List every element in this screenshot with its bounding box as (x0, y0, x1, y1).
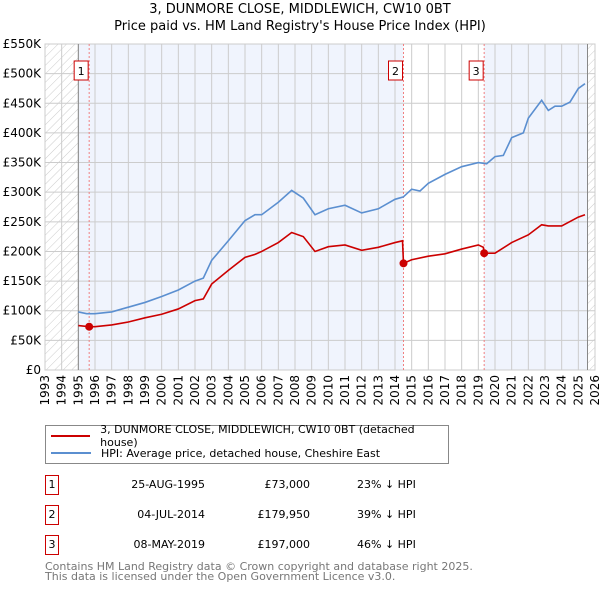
sale-badge: 1 (45, 475, 59, 495)
x-tick-label: 2010 (321, 375, 335, 406)
x-tick-label: 2022 (521, 375, 535, 406)
x-tick-label: 2013 (371, 375, 385, 406)
y-tick-label: £300K (3, 185, 43, 199)
x-tick-label: 1997 (105, 375, 119, 406)
legend-swatch-blue (51, 452, 91, 454)
x-tick-label: 2000 (155, 375, 169, 406)
x-tick-label: 2018 (455, 375, 469, 406)
x-tick-label: 1999 (138, 375, 152, 406)
x-tick-label: 2019 (471, 375, 485, 406)
sale-hpi-diff: 46% ↓ HPI (357, 538, 416, 551)
sale-date: 08-MAY-2019 (133, 538, 205, 551)
x-tick-label: 2014 (388, 375, 402, 406)
hpi-line (78, 83, 586, 315)
sale-row: 2 04-JUL-2014 £179,950 39% ↓ HPI (45, 505, 445, 525)
legend-swatch-red (51, 435, 91, 437)
x-tick-label: 1993 (38, 375, 52, 406)
x-tick-label: 2006 (255, 375, 269, 406)
sale-badge: 3 (45, 535, 59, 555)
sale-date: 04-JUL-2014 (137, 508, 205, 521)
sale-price: £73,000 (264, 478, 311, 491)
sale-price: £179,950 (257, 508, 311, 521)
sale-date: 25-AUG-1995 (131, 478, 205, 491)
x-tick-label: 2002 (188, 375, 202, 406)
sale-hpi-diff: 23% ↓ HPI (357, 478, 416, 491)
x-tick-label: 2001 (171, 375, 185, 406)
y-tick-label: £200K (3, 244, 43, 258)
sale-badge (388, 60, 403, 81)
x-tick-label: 2016 (421, 375, 435, 406)
x-tick-label: 2026 (588, 375, 600, 406)
price-paid-line (78, 213, 586, 328)
x-tick-label: 2003 (205, 375, 219, 406)
sale-hpi-diff: 39% ↓ HPI (357, 508, 416, 521)
sale-point (399, 259, 408, 268)
sale-badge: 2 (45, 505, 59, 525)
legend-item-hpi: HPI: Average price, detached house, Ches… (51, 445, 380, 461)
y-tick-label: £350K (3, 156, 43, 170)
x-tick-label: 2025 (571, 375, 585, 406)
sale-point (85, 322, 94, 331)
y-tick-label: £450K (3, 96, 43, 110)
hatched-region (587, 44, 595, 370)
y-tick-label: £100K (3, 304, 43, 318)
chart-title: 3, DUNMORE CLOSE, MIDDLEWICH, CW10 0BT (149, 2, 451, 17)
legend: 3, DUNMORE CLOSE, MIDDLEWICH, CW10 0BT (… (45, 423, 449, 464)
legend-label: HPI: Average price, detached house, Ches… (101, 446, 381, 460)
footer-licence: This data is licensed under the Open Gov… (45, 570, 396, 583)
plot-border (44, 43, 596, 371)
x-tick-label: 2004 (221, 375, 235, 406)
shaded-band (484, 44, 588, 370)
sale-badge (73, 60, 89, 81)
y-tick-label: £250K (3, 215, 43, 229)
y-tick-label: £500K (3, 67, 43, 81)
x-tick-label: 2020 (488, 375, 502, 406)
footer-copyright: Contains HM Land Registry data © Crown c… (45, 560, 473, 573)
y-tick-label: £150K (3, 274, 43, 288)
x-tick-label: 2011 (338, 375, 352, 406)
x-tick-label: 2007 (271, 375, 285, 406)
sale-badge-label: 2 (392, 65, 399, 78)
shaded-band (78, 44, 404, 370)
y-tick-label: £400K (3, 126, 43, 140)
x-tick-label: 2017 (438, 375, 452, 406)
legend-label: 3, DUNMORE CLOSE, MIDDLEWICH, CW10 0BT (… (100, 423, 415, 449)
sale-row: 1 25-AUG-1995 £73,000 23% ↓ HPI (45, 475, 445, 495)
y-tick-label: £550K (3, 37, 43, 51)
x-tick-label: 2021 (505, 375, 519, 406)
x-tick-label: 1995 (71, 375, 85, 406)
sale-badge-label: 3 (473, 65, 480, 78)
sale-badge (468, 60, 484, 81)
x-tick-label: 1998 (121, 375, 135, 406)
y-tick-label: £50K (10, 333, 42, 347)
x-tick-label: 2015 (405, 375, 419, 406)
x-tick-label: 2024 (555, 375, 569, 406)
sale-row: 3 08-MAY-2019 £197,000 46% ↓ HPI (45, 535, 445, 555)
x-tick-label: 2005 (238, 375, 252, 406)
x-tick-label: 1996 (88, 375, 102, 406)
legend-item-property: 3, DUNMORE CLOSE, MIDDLEWICH, CW10 0BT (… (51, 423, 448, 449)
x-tick-label: 2009 (305, 375, 319, 406)
chart-subtitle: Price paid vs. HM Land Registry's House … (114, 19, 486, 34)
x-tick-label: 2008 (288, 375, 302, 406)
y-tick-label: £0 (26, 363, 41, 377)
sale-point (480, 249, 489, 258)
x-tick-label: 2012 (355, 375, 369, 406)
x-tick-label: 1994 (55, 375, 69, 406)
sale-badge-label: 1 (78, 65, 85, 78)
sale-price: £197,000 (257, 538, 311, 551)
plot-area: 1993 1994 1995 1996 1997 1998 1999 2000 2001 2002… (3, 37, 600, 406)
x-tick-label: 2023 (538, 375, 552, 406)
